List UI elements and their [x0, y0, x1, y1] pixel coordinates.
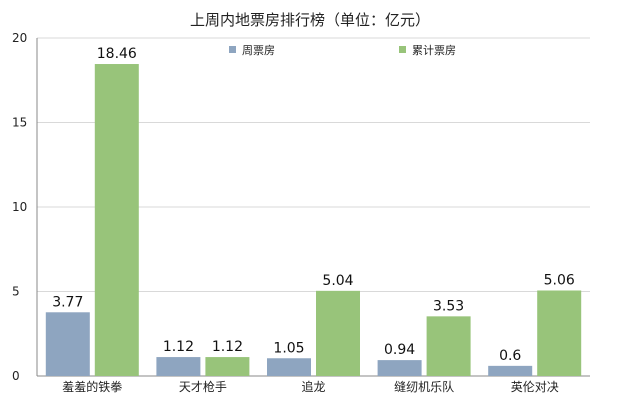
category-label: 英伦对决	[511, 379, 559, 394]
data-label: 0.94	[384, 342, 415, 358]
legend-swatch	[229, 46, 236, 53]
bar-weekly	[267, 358, 311, 376]
bar-weekly	[488, 365, 533, 376]
y-tick-label: 10	[12, 200, 27, 214]
category-label: 羞羞的铁拳	[62, 379, 122, 394]
data-labels: 3.77 18.46 1.12 1.12 1.05 5.04 0.94 3.53 0.6 5.06	[52, 46, 575, 364]
category-label: 追龙	[301, 379, 325, 394]
bar-weekly	[45, 312, 90, 376]
data-label: 0.6	[499, 348, 521, 364]
bar-weekly	[156, 357, 201, 376]
data-label: 1.12	[163, 339, 194, 355]
legend: 周票房 累计票房	[229, 44, 456, 57]
bar-cumulative	[537, 290, 582, 376]
bar-cumulative	[205, 357, 250, 376]
bar-cumulative	[94, 64, 139, 376]
y-tick-label: 0	[12, 369, 20, 383]
legend-swatch	[399, 46, 406, 53]
axes: 0 5 10 15 20 羞羞的铁拳 天才枪手 追龙 缝纫机乐队 英伦对决	[12, 31, 559, 394]
data-label: 1.05	[273, 340, 304, 356]
data-label: 1.12	[212, 339, 243, 355]
bars	[45, 64, 582, 376]
bar-cumulative	[316, 290, 360, 376]
data-label: 5.06	[544, 272, 575, 288]
data-label: 5.04	[322, 273, 353, 289]
y-tick-label: 15	[12, 116, 27, 130]
data-label: 3.77	[52, 294, 83, 310]
bar-cumulative	[426, 316, 471, 376]
legend-label: 周票房	[242, 44, 275, 57]
category-label: 天才枪手	[179, 379, 227, 394]
y-tick-label: 5	[12, 285, 20, 299]
bar-weekly	[377, 360, 422, 376]
legend-label: 累计票房	[412, 44, 456, 57]
y-tick-label: 20	[12, 31, 27, 45]
data-label: 18.46	[97, 46, 137, 62]
category-label: 缝纫机乐队	[394, 379, 454, 394]
data-label: 3.53	[433, 298, 464, 314]
chart-title: 上周内地票房排行榜（单位：亿元）	[190, 11, 430, 29]
